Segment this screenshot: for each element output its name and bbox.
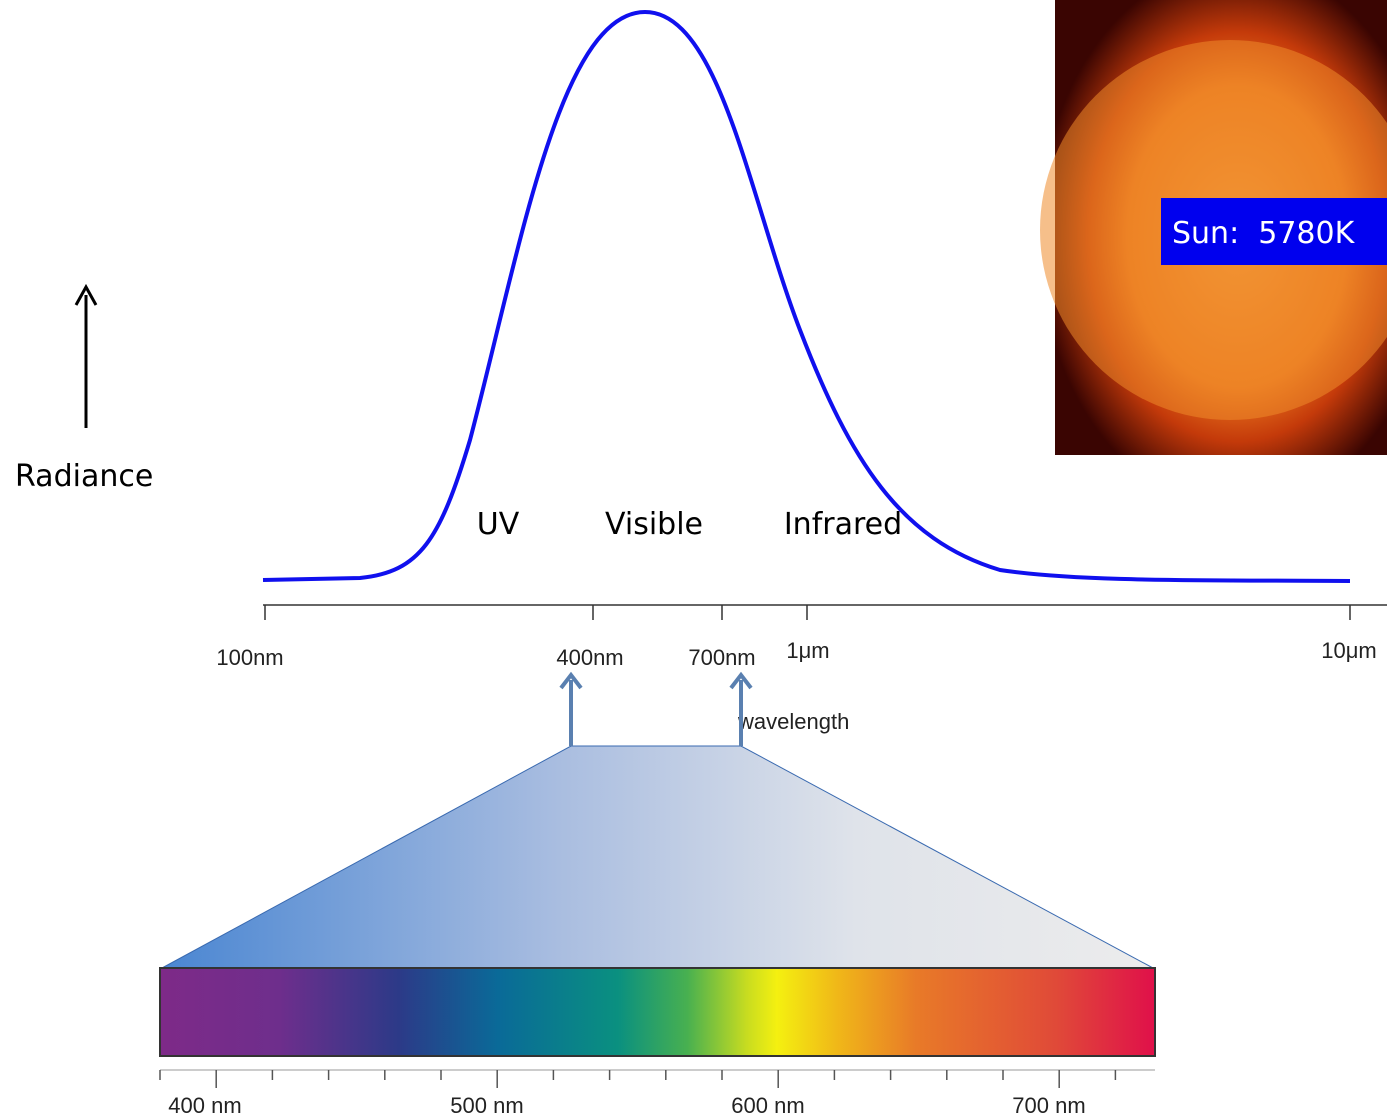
diagram: Sun: 5780K Radiance UV Visible Infrared … [0, 0, 1387, 1119]
zoom-arrows [561, 675, 751, 746]
spectrum-ticks [160, 1070, 1155, 1088]
tick-label: 700nm [688, 645, 755, 670]
radiance-label: Radiance [15, 459, 153, 494]
tick-label: 400nm [556, 645, 623, 670]
spectrum-label: 400 nm [168, 1093, 241, 1118]
region-label: Visible [605, 507, 703, 542]
region-label: Infrared [784, 507, 902, 542]
spectrum-label: 600 nm [731, 1093, 804, 1118]
spectrum-label: 700 nm [1012, 1093, 1085, 1118]
region-label: UV [477, 507, 520, 542]
tick-label: 1μm [786, 638, 829, 663]
sun-label: Sun: 5780K [1172, 216, 1356, 251]
tick-label: 10μm [1321, 638, 1376, 663]
tick-label: 100nm [216, 645, 283, 670]
spectrum-label: 500 nm [450, 1093, 523, 1118]
wavelength-axis [263, 605, 1387, 620]
visible-spectrum [160, 968, 1155, 1056]
axis-title: wavelength [737, 709, 849, 734]
zoom-trapezoid [162, 746, 1153, 968]
